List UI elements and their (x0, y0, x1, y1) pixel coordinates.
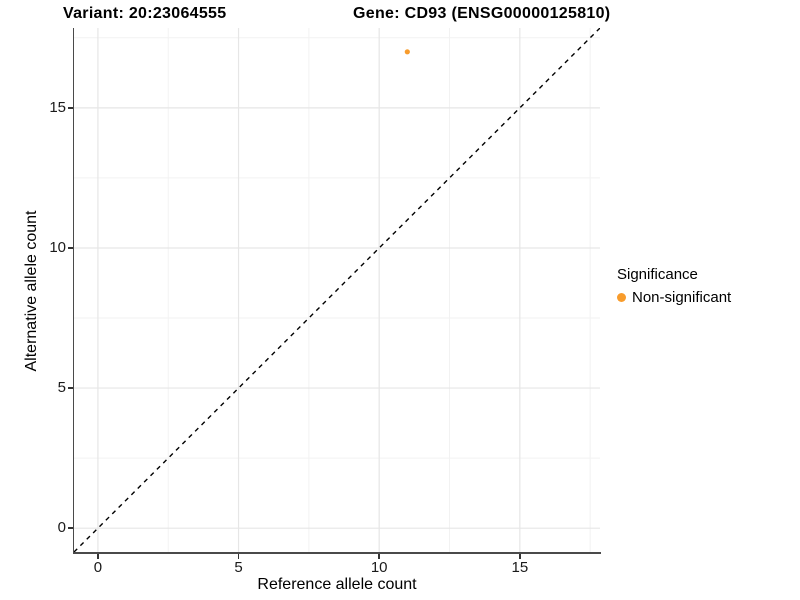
plot-title-variant: Variant: 20:23064555 (63, 5, 227, 22)
x-axis-title: Reference allele count (257, 576, 417, 593)
plot-panel (73, 27, 601, 553)
y-tick-mark (68, 527, 73, 529)
x-tick-mark (519, 553, 521, 559)
x-tick-label: 10 (370, 559, 388, 576)
legend-item-non-significant: Non-significant (617, 287, 731, 307)
data-point (404, 49, 410, 55)
x-tick-label: 15 (511, 559, 529, 576)
y-tick-mark (68, 247, 73, 249)
y-axis-line (72, 28, 75, 554)
y-tick-mark (68, 107, 73, 109)
x-tick-mark (97, 553, 99, 559)
plot-title-gene: Gene: CD93 (ENSG00000125810) (353, 5, 611, 22)
y-tick-label: 0 (57, 519, 66, 537)
x-tick-label: 5 (234, 559, 243, 576)
y-tick-label: 10 (49, 238, 66, 256)
legend: Significance Non-significant (617, 266, 731, 307)
x-axis-line (72, 552, 601, 554)
identity-line (73, 27, 601, 553)
plot-canvas (73, 27, 601, 553)
x-tick-mark (237, 553, 240, 559)
y-tick-label: 5 (57, 379, 66, 397)
legend-item-label: Non-significant (632, 288, 732, 306)
legend-point-icon (617, 292, 626, 302)
x-tick-mark (378, 553, 380, 559)
x-tick-label: 0 (93, 559, 103, 576)
legend-title: Significance (617, 266, 698, 283)
y-tick-label: 15 (49, 98, 66, 116)
y-tick-mark (68, 387, 73, 389)
